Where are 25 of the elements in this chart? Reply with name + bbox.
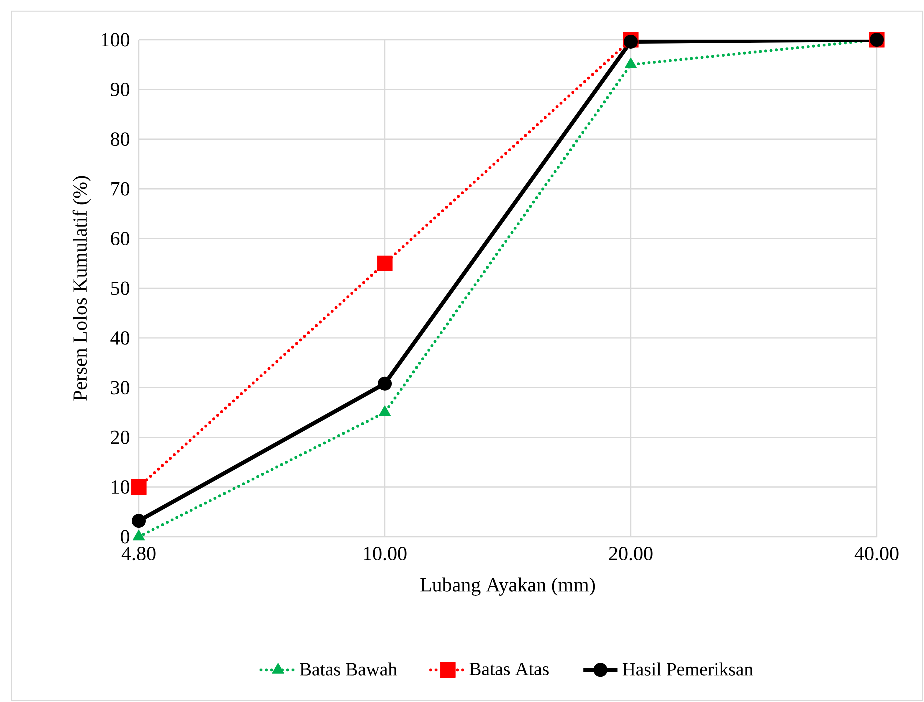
y-tick-label: 60 [111,232,130,246]
y-tick-label: 10 [112,480,130,494]
point [131,479,147,496]
y-tick-label: 50 [111,282,130,296]
legend-label: Batas Atas [470,663,549,676]
y-tick-label: 20 [111,430,130,444]
y-tick-label: 80 [111,132,130,146]
y-axis-title: Persen Lolos Kumulatif (%) [72,176,92,401]
point [624,58,638,69]
x-axis-title: Lubang Ayakan (mm) [420,578,596,596]
y-tick-label: 70 [112,182,130,196]
y-tick-label: 0 [121,530,130,544]
x-tick-label: 4.80 [122,547,156,561]
legend-label: Hasil Pemeriksan [622,662,754,676]
y-tick-label: 30 [111,381,130,395]
point [132,514,146,528]
point [377,256,393,272]
x-tick-label: 10.00 [364,547,407,561]
y-tick-label: 90 [110,82,130,96]
y-tick-label: 100 [102,33,130,47]
y-tick-label: 40 [110,331,130,345]
point [378,376,392,391]
x-tick-label: 40.00 [854,547,899,561]
x-tick-label: 20.00 [609,547,653,561]
legend-label: Batas Bawah [300,662,398,676]
